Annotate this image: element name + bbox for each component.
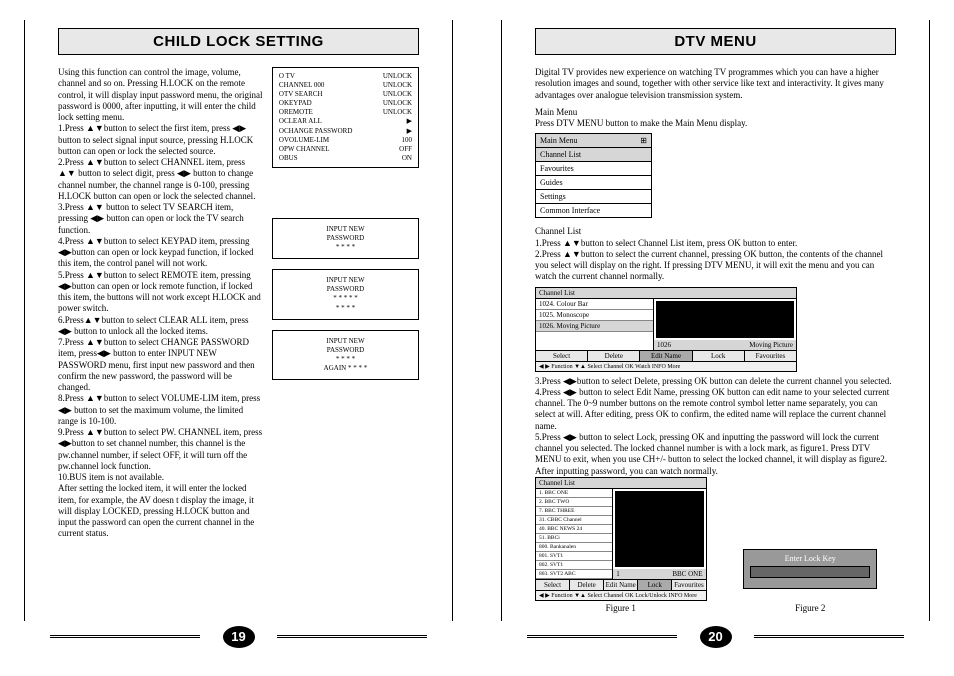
osd-menu-box: O TVUNLOCK CHANNEL 000UNLOCK OTV SEARCHU…: [272, 67, 419, 168]
step-5: 5.Press ▲▼button to select REMOTE item, …: [58, 270, 264, 315]
channel-list-box-1: Channel List 1024. Colour Bar 1025. Mono…: [535, 287, 797, 372]
right-column: O TVUNLOCK CHANNEL 000UNLOCK OTV SEARCHU…: [272, 67, 419, 540]
step-9: 9.Press ▲▼button to select PW. CHANNEL i…: [58, 427, 264, 472]
step-10: 10.BUS item is not available.: [58, 472, 264, 483]
menu-row-settings: Settings: [536, 190, 651, 204]
chlist1-list: 1024. Colour Bar 1025. Monoscope 1026. M…: [536, 299, 654, 350]
main-menu-heading: Main Menu: [505, 107, 926, 118]
page-spread: CHILD LOCK SETTING Using this function c…: [0, 0, 954, 676]
title-child-lock: CHILD LOCK SETTING: [58, 28, 419, 55]
menu-row-channel-list: Channel List: [536, 148, 651, 162]
enter-key-field: [750, 566, 870, 578]
page-number-20: 20: [700, 626, 732, 648]
footer-rule-right: [754, 635, 904, 638]
btn-edit-name: Edit Name: [640, 351, 692, 361]
ch-step-5: 5.Press ◀▶ button to select Lock, pressi…: [505, 432, 926, 477]
page-20: DTV MENU Digital TV provides new experie…: [477, 0, 954, 676]
ch-step-1: 1.Press ▲▼button to select Channel List …: [505, 238, 926, 249]
step-8: 8.Press ▲▼button to select VOLUME-LIM it…: [58, 393, 264, 427]
footer-rule-left: [50, 635, 200, 638]
dtv-intro: Digital TV provides new experience on wa…: [505, 67, 926, 101]
footer-rule-left: [527, 635, 677, 638]
page-number-19: 19: [223, 626, 255, 648]
chlist2-list: 1. BBC ONE 2. BBC TWO 7. BBC THREE 31. C…: [536, 489, 613, 579]
content-columns: Using this function can control the imag…: [28, 67, 449, 540]
list-item: 1026. Moving Picture: [536, 321, 653, 332]
ch-step-3: 3.Press ◀▶button to select Delete, press…: [505, 376, 926, 387]
figure-1-col: Channel List 1. BBC ONE 2. BBC TWO 7. BB…: [535, 477, 707, 613]
preview-screen: [656, 301, 794, 338]
step-3: 3.Press ▲▼ button to select TV SEARCH it…: [58, 202, 264, 236]
btn-select: Select: [536, 351, 588, 361]
password-box-3: INPUT NEWPASSWORD* * * *AGAIN * * * *: [272, 330, 419, 380]
step-4: 4.Press ▲▼button to select KEYPAD item, …: [58, 236, 264, 270]
footer-rule-right: [277, 635, 427, 638]
chlist1-preview: 1026Moving Picture: [654, 299, 796, 350]
channel-list-box-2: Channel List 1. BBC ONE 2. BBC TWO 7. BB…: [535, 477, 707, 601]
chlist1-buttons: Select Delete Edit Name Lock Favourites: [536, 350, 796, 361]
figure-2-col: Enter Lock Key Figure 2: [725, 549, 897, 613]
chlist2-title: Channel List: [536, 478, 706, 489]
after-text: After setting the locked item, it will e…: [58, 483, 264, 539]
btn-favourites: Favourites: [745, 351, 796, 361]
enter-key-label: Enter Lock Key: [750, 554, 870, 563]
title-dtv-menu: DTV MENU: [535, 28, 896, 55]
step-7: 7.Press ▲▼button to select CHANGE PASSWO…: [58, 337, 264, 393]
step-1: 1.Press ▲▼button to select the first ite…: [58, 123, 264, 157]
enter-lock-key-box: Enter Lock Key: [743, 549, 877, 589]
password-box-1: INPUT NEWPASSWORD* * * *: [272, 218, 419, 259]
list-item: 1025. Monoscope: [536, 310, 653, 321]
step-6: 6.Press▲▼button to select CLEAR ALL item…: [58, 315, 264, 338]
ch-step-4: 4.Press ◀▶ button to select Edit Name, p…: [505, 387, 926, 432]
password-box-2: INPUT NEWPASSWORD* * * * ** * * *: [272, 269, 419, 319]
btn-delete: Delete: [588, 351, 640, 361]
menu-row-favourites: Favourites: [536, 162, 651, 176]
list-item: 1024. Colour Bar: [536, 299, 653, 310]
step-2: 2.Press ▲▼button to select CHANNEL item,…: [58, 157, 264, 202]
left-column: Using this function can control the imag…: [58, 67, 264, 540]
ch-step-2: 2.Press ▲▼button to select the current c…: [505, 249, 926, 283]
page-19: CHILD LOCK SETTING Using this function c…: [0, 0, 477, 676]
chlist1-title: Channel List: [536, 288, 796, 299]
figure-2-label: Figure 2: [795, 603, 825, 613]
btn-lock: Lock: [693, 351, 745, 361]
menu-row-common-interface: Common Interface: [536, 204, 651, 217]
menu-row-guides: Guides: [536, 176, 651, 190]
figure-row: Channel List 1. BBC ONE 2. BBC TWO 7. BB…: [505, 477, 926, 613]
intro-text: Using this function can control the imag…: [58, 67, 264, 123]
chlist1-foot: ◀ ▶ Function ▼▲ Select Channel OK Watch …: [536, 361, 796, 371]
main-menu-sub: Press DTV MENU button to make the Main M…: [505, 118, 926, 129]
figure-1-label: Figure 1: [535, 603, 707, 613]
main-menu-box: Main Menu⊞ Channel List Favourites Guide…: [535, 133, 652, 218]
channel-list-heading: Channel List: [505, 226, 926, 237]
menu-row-main: Main Menu⊞: [536, 134, 651, 148]
